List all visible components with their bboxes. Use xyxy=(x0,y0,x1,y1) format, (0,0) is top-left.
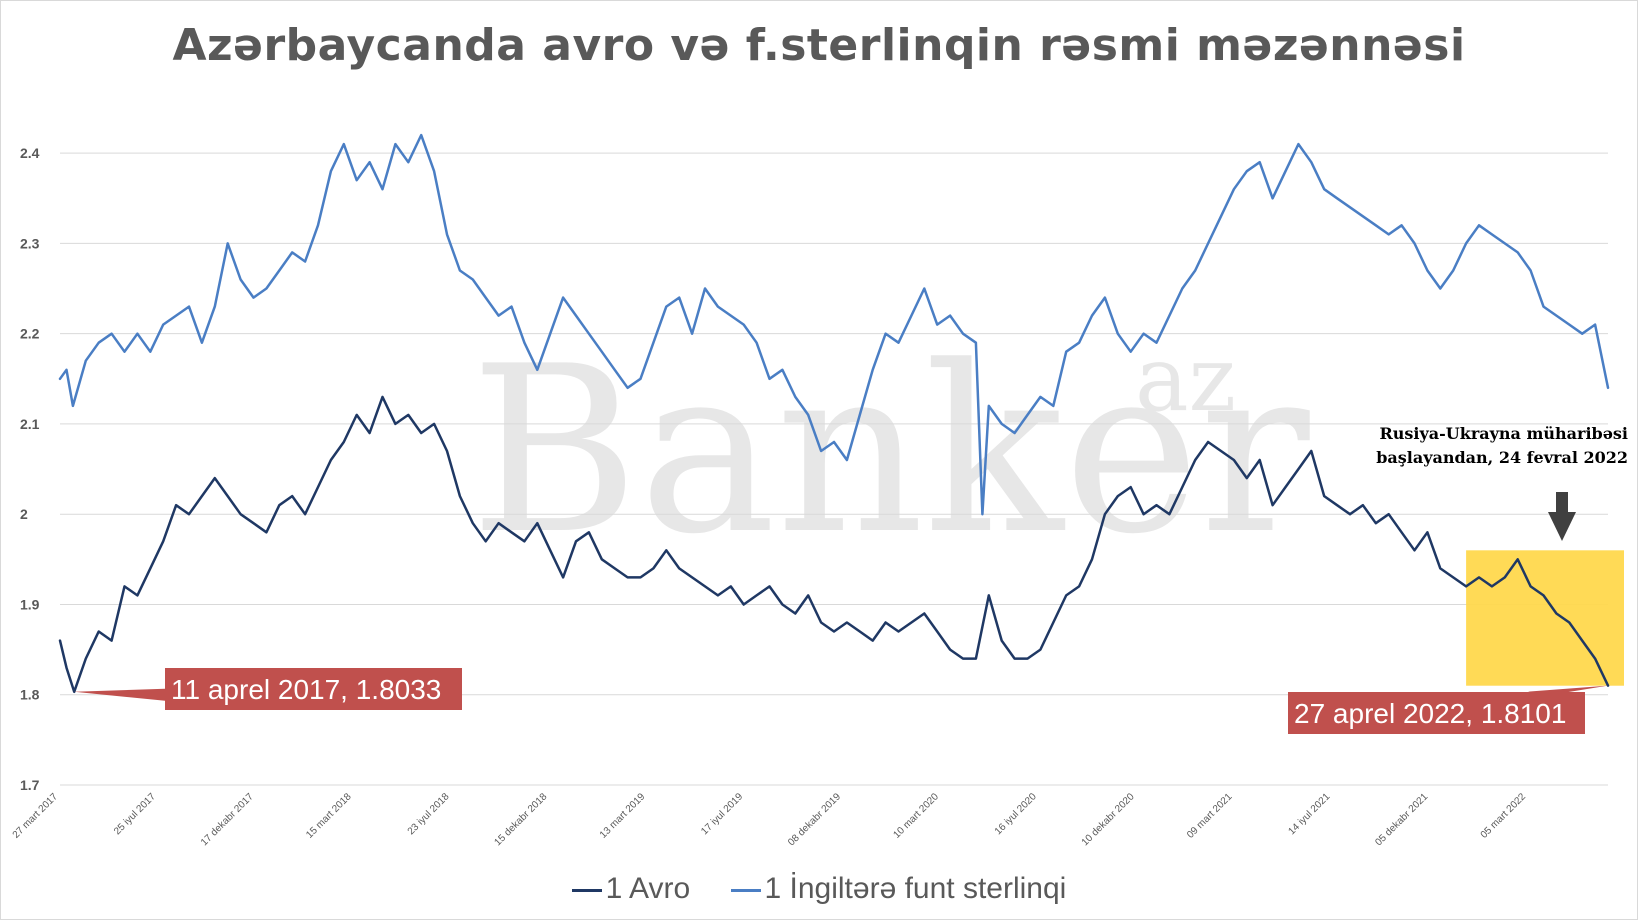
x-tick-label: 23 iyul 2018 xyxy=(406,791,452,837)
legend-label-sterling: 1 İngiltərə funt sterlinqi xyxy=(764,872,1067,905)
legend-item-avro: 1 Avro xyxy=(571,872,691,906)
series-line-sterling xyxy=(58,133,1610,516)
series-line-avro xyxy=(58,395,1610,694)
war-arrow-shaft xyxy=(1556,492,1568,514)
war-period-highlight xyxy=(1466,550,1624,686)
war-note-line2: başlayandan, 24 fevral 2022 xyxy=(1376,448,1628,467)
legend-swatch-sterling xyxy=(730,888,761,892)
y-tick-label: 2.2 xyxy=(20,326,40,342)
y-tick-label: 2.3 xyxy=(20,235,40,251)
x-tick-label: 14 iyul 2021 xyxy=(1286,791,1332,837)
highlight-layer xyxy=(1466,550,1624,686)
callout-label-start: 11 aprel 2017, 1.8033 xyxy=(171,674,441,705)
x-tick-label: 17 dekabr 2017 xyxy=(199,791,256,848)
callout-pointer-start xyxy=(74,688,165,701)
legend-item-sterling: 1 İngiltərə funt sterlinqi xyxy=(730,872,1067,906)
y-tick-label: 2.1 xyxy=(20,416,40,432)
x-tick-label: 13 mart 2019 xyxy=(598,791,648,841)
y-tick-label: 2 xyxy=(20,506,28,522)
x-tick-label: 10 mart 2020 xyxy=(891,791,941,841)
x-tick-label: 05 mart 2022 xyxy=(1479,791,1529,841)
x-tick-label: 25 iyul 2017 xyxy=(112,791,158,837)
war-arrow-head xyxy=(1548,512,1576,541)
legend-swatch-avro xyxy=(571,888,602,892)
callout-label-end: 27 aprel 2022, 1.8101 xyxy=(1294,698,1566,729)
x-tick-label: 15 mart 2018 xyxy=(304,791,354,841)
y-tick-label: 1.8 xyxy=(20,687,40,703)
x-tick-label: 15 dekabr 2018 xyxy=(493,791,550,848)
series-layer xyxy=(58,133,1610,694)
callout-box-start xyxy=(165,668,462,710)
x-tick-label: 08 dekabr 2019 xyxy=(786,791,843,848)
x-tick-label: 17 iyul 2019 xyxy=(699,791,745,837)
annotation-layer: 11 aprel 2017, 1.8033 27 aprel 2022, 1.81… xyxy=(74,424,1628,734)
y-axis: 1.7 1.8 1.9 2 2.1 2.2 2.3 2.4 xyxy=(20,145,40,793)
y-tick-label: 1.9 xyxy=(20,596,40,612)
x-tick-label: 27 mart 2017 xyxy=(11,791,61,841)
x-tick-label: 10 dekabr 2020 xyxy=(1080,791,1137,848)
callout-box-end xyxy=(1288,692,1585,734)
y-tick-label: 1.7 xyxy=(20,777,40,793)
x-axis: 27 mart 2017 25 iyul 2017 17 dekabr 2017 15… xyxy=(11,791,1529,848)
watermark-sup: az xyxy=(1135,327,1236,432)
x-tick-label: 09 mart 2021 xyxy=(1185,791,1235,841)
x-tick-label: 05 dekabr 2021 xyxy=(1373,791,1430,848)
legend: 1 Avro 1 İngiltərə funt sterlinqi xyxy=(0,872,1638,906)
x-tick-label: 16 iyul 2020 xyxy=(993,791,1039,837)
war-note-line1: Rusiya-Ukrayna müharibəsi xyxy=(1379,424,1628,443)
legend-label-avro: 1 Avro xyxy=(605,872,691,905)
y-tick-label: 2.4 xyxy=(20,145,40,161)
chart-title: Azərbaycanda avro və f.sterlinqin rəsmi … xyxy=(172,20,1466,71)
